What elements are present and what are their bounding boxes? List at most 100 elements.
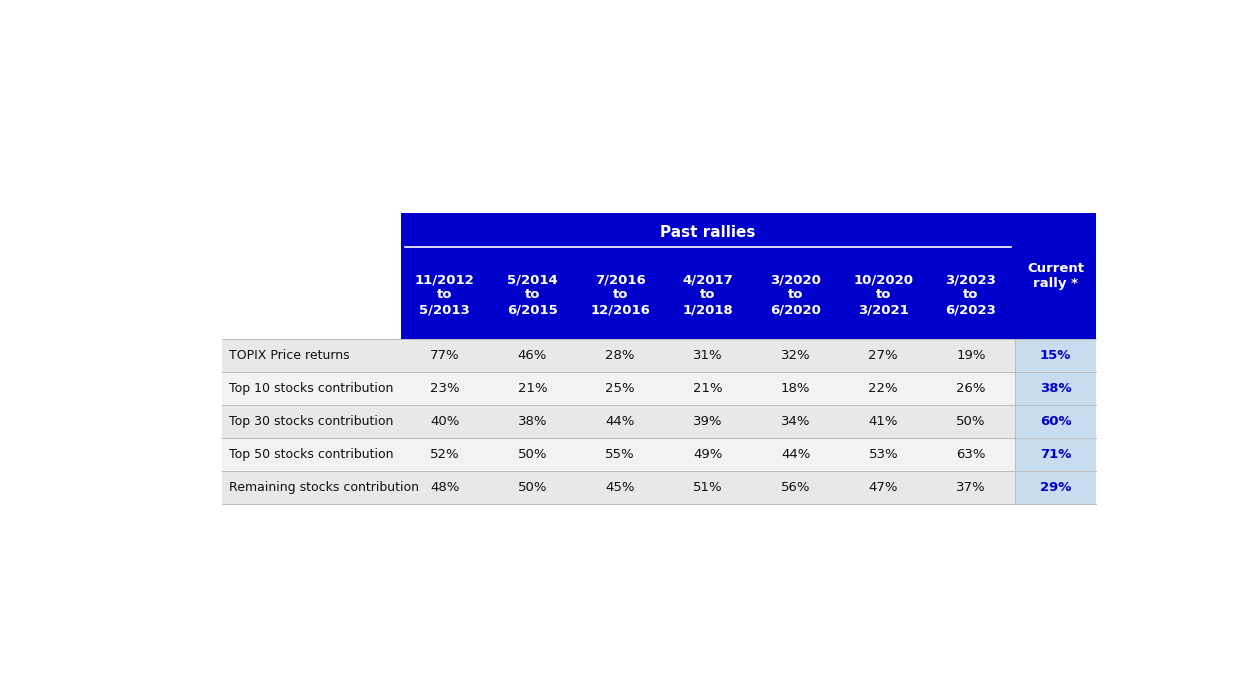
Text: Past rallies: Past rallies [660,225,755,240]
Text: 55%: 55% [605,448,635,461]
Text: TOPIX Price returns: TOPIX Price returns [228,349,349,362]
Bar [751,405,840,438]
Bar [222,438,401,471]
Bar [1015,214,1096,339]
Bar [401,214,1015,339]
Text: 38%: 38% [1040,382,1071,395]
Text: 50%: 50% [518,482,548,494]
Text: 29%: 29% [1040,482,1071,494]
Bar [1015,339,1096,372]
Text: 53%: 53% [869,448,899,461]
Text: 10/2020
to
3/2021: 10/2020 to 3/2021 [854,274,914,316]
Text: 27%: 27% [869,349,899,362]
Bar [927,471,1015,505]
Text: 18%: 18% [781,382,810,395]
Text: 31%: 31% [693,349,723,362]
Text: 44%: 44% [781,448,810,461]
Text: 11/2012
to
5/2013: 11/2012 to 5/2013 [416,274,474,316]
Text: 4/2017
to
1/2018: 4/2017 to 1/2018 [683,274,734,316]
Bar [489,372,577,405]
Bar [1015,438,1096,471]
Bar [840,438,927,471]
Bar [401,471,489,505]
Text: 41%: 41% [869,415,899,428]
Text: 46%: 46% [518,349,547,362]
Text: 63%: 63% [956,448,986,461]
Bar [840,372,927,405]
Bar [664,405,751,438]
Bar [840,471,927,505]
Bar [489,339,577,372]
Bar [840,339,927,372]
Text: 49%: 49% [693,448,723,461]
Bar [927,372,1015,405]
Text: 40%: 40% [431,415,459,428]
Bar [489,405,577,438]
Text: 47%: 47% [869,482,899,494]
Text: 32%: 32% [781,349,810,362]
Bar [489,471,577,505]
Text: 26%: 26% [956,382,986,395]
Bar [1015,405,1096,438]
Bar [577,471,664,505]
Text: 34%: 34% [781,415,810,428]
Text: 5/2014
to
6/2015: 5/2014 to 6/2015 [507,274,558,316]
Bar [577,372,664,405]
Text: 22%: 22% [869,382,899,395]
Bar [751,372,840,405]
Bar [1015,372,1096,405]
Text: 50%: 50% [956,415,986,428]
Text: 60%: 60% [1040,415,1071,428]
Text: 3/2023
to
6/2023: 3/2023 to 6/2023 [946,274,996,316]
Bar [222,214,401,339]
Bar [401,438,489,471]
Text: Top 30 stocks contribution: Top 30 stocks contribution [228,415,393,428]
Bar [927,405,1015,438]
Bar [664,471,751,505]
Bar [664,339,751,372]
Text: 52%: 52% [431,448,459,461]
Bar [1015,471,1096,505]
Bar [751,339,840,372]
Text: 56%: 56% [781,482,810,494]
Text: Top 50 stocks contribution: Top 50 stocks contribution [228,448,393,461]
Text: 48%: 48% [431,482,459,494]
Bar [489,438,577,471]
Text: 38%: 38% [518,415,548,428]
Text: 44%: 44% [605,415,635,428]
Text: 71%: 71% [1040,448,1071,461]
Bar [840,405,927,438]
Text: 25%: 25% [605,382,635,395]
Bar [577,339,664,372]
Bar [401,405,489,438]
Bar [222,471,401,505]
Bar [401,339,489,372]
Bar [222,405,401,438]
Text: 50%: 50% [518,448,548,461]
Text: 23%: 23% [431,382,459,395]
Bar [222,339,401,372]
Bar [927,438,1015,471]
Text: 7/2016
to
12/2016: 7/2016 to 12/2016 [590,274,650,316]
Text: 21%: 21% [518,382,548,395]
Bar [751,471,840,505]
Bar [577,438,664,471]
Text: 21%: 21% [693,382,723,395]
Text: 77%: 77% [431,349,459,362]
Text: 45%: 45% [605,482,635,494]
Bar [751,438,840,471]
Bar [664,438,751,471]
Bar [927,339,1015,372]
Bar [577,405,664,438]
Text: Remaining stocks contribution: Remaining stocks contribution [228,482,418,494]
Bar [222,372,401,405]
Bar [664,372,751,405]
Bar [401,372,489,405]
Text: 51%: 51% [693,482,723,494]
Text: 19%: 19% [956,349,986,362]
Text: 37%: 37% [956,482,986,494]
Text: 15%: 15% [1040,349,1071,362]
Text: 28%: 28% [605,349,635,362]
Text: 39%: 39% [693,415,723,428]
Text: Current
rally *: Current rally * [1027,262,1085,290]
